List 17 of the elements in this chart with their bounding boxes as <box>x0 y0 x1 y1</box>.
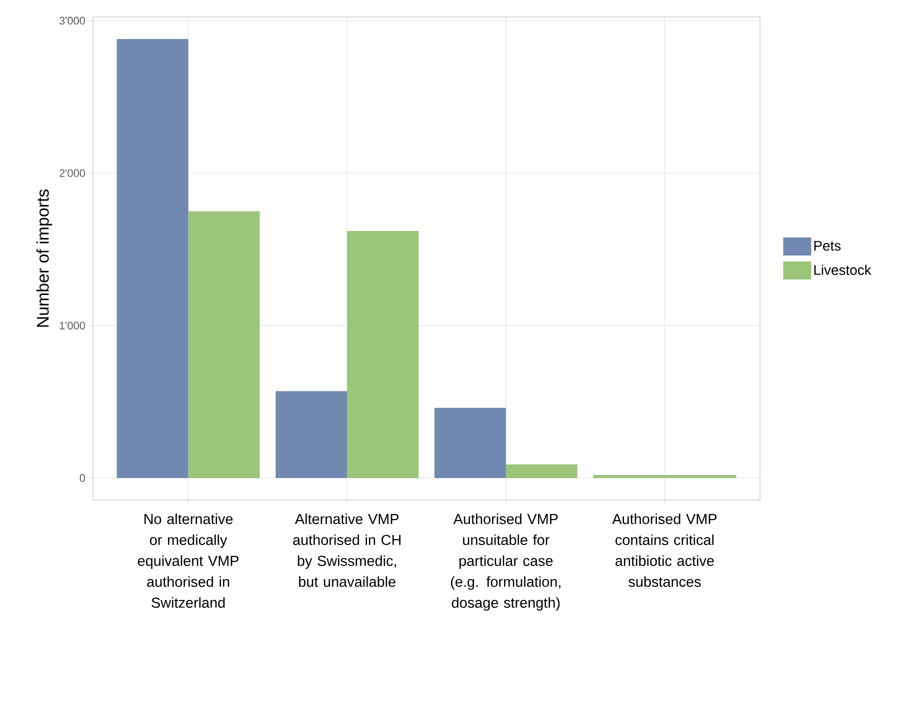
bar <box>506 464 578 478</box>
y-tick-label: 1'000 <box>60 322 86 330</box>
bar <box>116 38 188 478</box>
x-tick-label: Authorised VMP contains critical antibiotic active substances <box>612 514 717 587</box>
y-tick-label: 3'000 <box>59 16 86 25</box>
bar <box>347 231 419 478</box>
bar <box>188 211 260 478</box>
y-tick-label: 0 <box>80 474 86 482</box>
x-tick-label: No alternative or medically equivalent VMP authorised in Switzerland <box>138 514 238 608</box>
legend-label: Pets <box>814 240 841 251</box>
legend-label: Livestock <box>814 264 872 275</box>
bar <box>276 391 348 478</box>
y-tick-label: 2'000 <box>60 169 86 177</box>
y-axis-title: Number of imports <box>36 189 52 327</box>
x-tick-label: Alternative VMP authorised in CH by Swissmedic, but unavailable <box>293 514 400 587</box>
x-tick-label: Authorised VMP unsuitable for particular case (e.g. formulation, dosage strength) <box>450 514 560 611</box>
bar <box>434 408 506 478</box>
